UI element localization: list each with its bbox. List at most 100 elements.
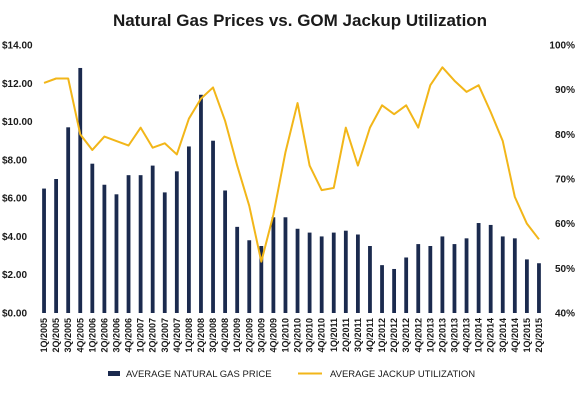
price-bar <box>537 263 541 313</box>
price-bar <box>524 259 529 313</box>
x-axis-tick: 3Q/2009 <box>256 318 266 353</box>
x-axis-tick: 1Q/2013 <box>425 318 435 353</box>
price-bar <box>259 246 264 313</box>
price-bar <box>235 226 240 313</box>
x-axis-tick: 4Q/2006 <box>124 318 134 353</box>
price-bar <box>138 175 143 313</box>
price-bar <box>90 163 95 313</box>
price-bar <box>271 217 276 313</box>
price-bar <box>452 244 457 313</box>
right-axis-tick: 50% <box>555 264 575 275</box>
x-axis-tick: 2Q/2006 <box>99 318 109 353</box>
price-bar <box>307 232 312 313</box>
price-bar <box>162 192 167 313</box>
x-axis-tick: 1Q/2005 <box>39 318 49 353</box>
x-axis-tick: 3Q/2007 <box>160 318 170 353</box>
price-bar <box>404 257 409 313</box>
chart-title: Natural Gas Prices vs. GOM Jackup Utiliz… <box>113 11 487 30</box>
price-bar <box>500 236 505 313</box>
price-bar <box>428 246 433 313</box>
x-axis-tick: 3Q/2011 <box>353 318 363 352</box>
x-axis-tick: 3Q/2013 <box>449 318 459 353</box>
left-axis-tick: $14.00 <box>2 41 33 52</box>
legend: AVERAGE NATURAL GAS PRICE AVERAGE JACKUP… <box>108 369 475 380</box>
x-axis-tick: 1Q/2015 <box>522 318 532 353</box>
price-bar <box>78 67 83 313</box>
left-axis-tick: $6.00 <box>2 194 27 205</box>
right-axis: 40% 50% 60% 70% 80% 90% 100% <box>549 41 575 320</box>
x-axis-tick: 2Q/2010 <box>293 318 303 353</box>
price-bar <box>343 230 348 313</box>
x-axis-tick: 2Q/2013 <box>437 318 447 353</box>
price-bar <box>392 268 397 313</box>
left-axis-tick: $0.00 <box>2 309 27 320</box>
x-axis-tick: 2Q/2009 <box>244 318 254 353</box>
left-axis-tick: $10.00 <box>2 117 33 128</box>
x-axis-tick: 2Q/2005 <box>51 318 61 353</box>
utilization-line <box>43 66 540 263</box>
price-bar <box>102 184 107 313</box>
x-axis-tick: 3Q/2012 <box>401 318 411 353</box>
legend-item-utilization: AVERAGE JACKUP UTILIZATION <box>298 369 475 380</box>
x-axis-tick: 3Q/2008 <box>208 318 218 353</box>
x-axis-tick: 2Q/2008 <box>196 318 206 353</box>
legend-label-price: AVERAGE NATURAL GAS PRICE <box>126 369 272 380</box>
price-bar <box>331 232 336 313</box>
price-bar <box>319 236 324 313</box>
price-bar <box>66 127 71 313</box>
x-axis-tick: 4Q/2013 <box>462 318 472 353</box>
price-bar <box>464 238 469 313</box>
price-bar <box>174 171 179 313</box>
right-axis-tick: 90% <box>555 85 575 96</box>
x-axis-tick: 4Q/2011 <box>365 318 375 352</box>
right-axis-tick: 100% <box>549 41 575 52</box>
price-bar <box>247 240 252 313</box>
x-axis-tick: 4Q/2008 <box>220 318 230 353</box>
price-bar <box>150 165 155 313</box>
x-axis-tick: 4Q/2010 <box>317 318 327 353</box>
price-bar <box>295 228 300 313</box>
x-axis-tick: 2Q/2015 <box>534 318 544 353</box>
right-axis-tick: 70% <box>555 175 575 186</box>
x-axis-tick: 4Q/2007 <box>172 318 182 353</box>
legend-swatch-price <box>108 371 120 376</box>
x-axis-tick: 4Q/2009 <box>268 318 278 353</box>
x-axis-tick: 1Q/2012 <box>377 318 387 353</box>
left-axis: $0.00 $2.00 $4.00 $6.00 $8.00 $10.00 $12.00 $14… <box>2 41 33 320</box>
x-axis-tick: 3Q/2006 <box>111 318 121 353</box>
x-axis-tick: 4Q/2014 <box>510 318 520 353</box>
left-axis-tick: $12.00 <box>2 79 33 90</box>
price-bar <box>355 234 360 313</box>
x-axis-tick: 1Q/2011 <box>329 318 339 352</box>
x-axis-tick: 2Q/2014 <box>486 318 496 353</box>
price-bar <box>199 94 203 314</box>
price-bar <box>512 238 517 313</box>
x-axis-tick: 2Q/2012 <box>389 318 399 353</box>
legend-item-price: AVERAGE NATURAL GAS PRICE <box>108 369 272 380</box>
price-bars <box>42 67 541 314</box>
right-axis-tick: 60% <box>555 219 575 230</box>
price-bar <box>211 140 215 313</box>
price-bar <box>440 236 445 313</box>
price-bar <box>416 244 421 313</box>
utilization-line-layer <box>43 66 540 263</box>
price-bar <box>126 175 131 313</box>
price-bar <box>368 246 372 313</box>
legend-label-utilization: AVERAGE JACKUP UTILIZATION <box>330 369 475 380</box>
left-axis-tick: $8.00 <box>2 155 27 166</box>
price-bar <box>114 194 119 313</box>
x-axis-tick: 3Q/2010 <box>305 318 315 353</box>
left-axis-tick: $2.00 <box>2 270 27 281</box>
x-axis-tick: 1Q/2007 <box>136 318 146 353</box>
left-axis-tick: $4.00 <box>2 232 27 243</box>
price-bar <box>54 179 59 313</box>
x-axis-tick: 1Q/2014 <box>474 318 484 353</box>
x-axis-tick: 1Q/2006 <box>87 318 97 353</box>
x-axis-tick: 4Q/2005 <box>75 318 85 353</box>
x-axis-tick: 1Q/2009 <box>232 318 242 353</box>
right-axis-tick: 80% <box>555 130 575 141</box>
price-bar <box>283 217 288 313</box>
x-axis-tick: 1Q/2008 <box>184 318 194 353</box>
x-axis-tick: 1Q/2010 <box>280 318 290 353</box>
